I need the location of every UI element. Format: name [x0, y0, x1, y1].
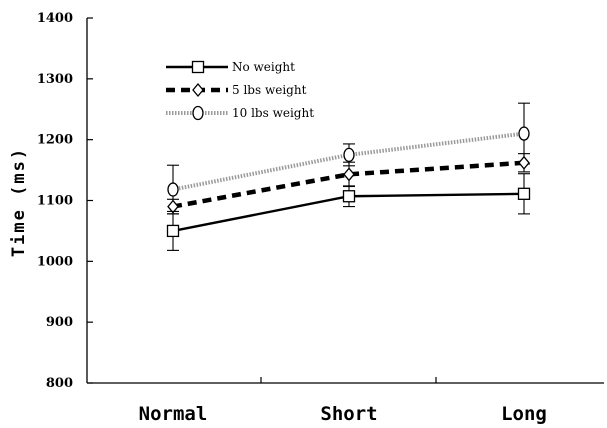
y-tick-label: 1000	[37, 254, 73, 269]
y-tick-label: 1300	[37, 72, 73, 87]
legend-entry: 5 lbs weight	[166, 82, 307, 98]
y-tick-label: 1100	[37, 194, 73, 209]
y-axis-title: Time (ms)	[9, 147, 29, 257]
series-layer	[166, 102, 531, 251]
legend-entry: No weight	[166, 60, 295, 74]
series-5-lbs-weight	[167, 153, 530, 215]
legend-marker	[191, 60, 205, 74]
x-tick-label: Long	[501, 403, 547, 425]
data-point	[342, 190, 356, 203]
x-tick-label: Short	[320, 403, 377, 425]
data-point	[518, 126, 530, 141]
x-tick-label: Normal	[139, 403, 208, 425]
x-axis-ticks: Normal Short Long	[139, 377, 547, 425]
legend-entry: 10 lbs weight	[166, 105, 314, 121]
y-tick-label: 900	[46, 315, 73, 330]
legend-marker	[192, 82, 204, 98]
data-point	[167, 199, 179, 214]
legend-label: No weight	[232, 60, 295, 74]
legend-label: 5 lbs weight	[232, 83, 307, 97]
data-point	[517, 187, 531, 200]
plot-area: 800 900 1000 1100 1200 1300 1400 Normal Short Lo…	[37, 11, 604, 425]
legend-label: 10 lbs weight	[232, 106, 314, 120]
legend-marker	[192, 105, 204, 121]
y-tick-label: 1200	[37, 133, 73, 148]
data-point	[343, 167, 355, 182]
y-axis-ticks: 800 900 1000 1100 1200 1300 1400	[37, 11, 93, 391]
series-no-weight	[166, 173, 531, 251]
y-tick-label: 800	[46, 376, 73, 391]
data-point	[518, 155, 530, 170]
data-point	[343, 147, 355, 163]
y-tick-label: 1400	[37, 11, 73, 26]
data-point	[166, 224, 180, 238]
data-point	[167, 182, 179, 197]
legend: No weight 5 lbs weight 10 lbs weight	[166, 60, 314, 121]
